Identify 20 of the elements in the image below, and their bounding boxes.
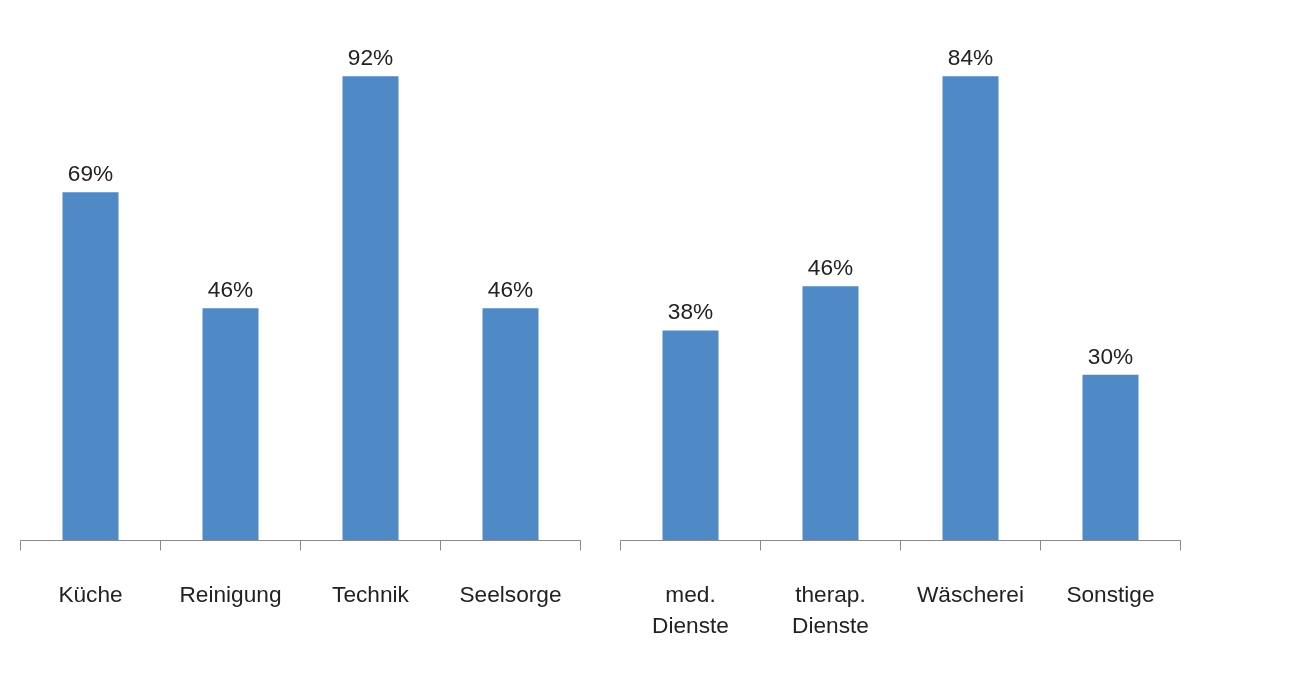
data-label: 46% [487, 276, 534, 303]
bar [662, 330, 719, 541]
data-label: 84% [947, 44, 994, 71]
x-tick-label: Reinigung [179, 580, 282, 607]
x-tick-label: Technik [332, 580, 410, 607]
data-label: 46% [807, 254, 854, 281]
bar [802, 286, 859, 541]
x-tick-label: Sonstige [1066, 580, 1155, 607]
x-tick-label: Wäscherei [916, 580, 1025, 607]
bar [1082, 374, 1139, 541]
data-label: 92% [347, 44, 394, 71]
data-label: 38% [667, 298, 714, 325]
bar [942, 76, 999, 541]
data-label: 30% [1087, 342, 1134, 369]
x-tick-label: therap. Dienste [792, 580, 869, 638]
x-tick-label: Küche [58, 580, 123, 607]
x-tick-label: Seelsorge [459, 580, 562, 607]
x-tick-label: med. Dienste [652, 580, 729, 638]
data-label: 46% [207, 276, 254, 303]
data-label: 69% [67, 160, 114, 187]
